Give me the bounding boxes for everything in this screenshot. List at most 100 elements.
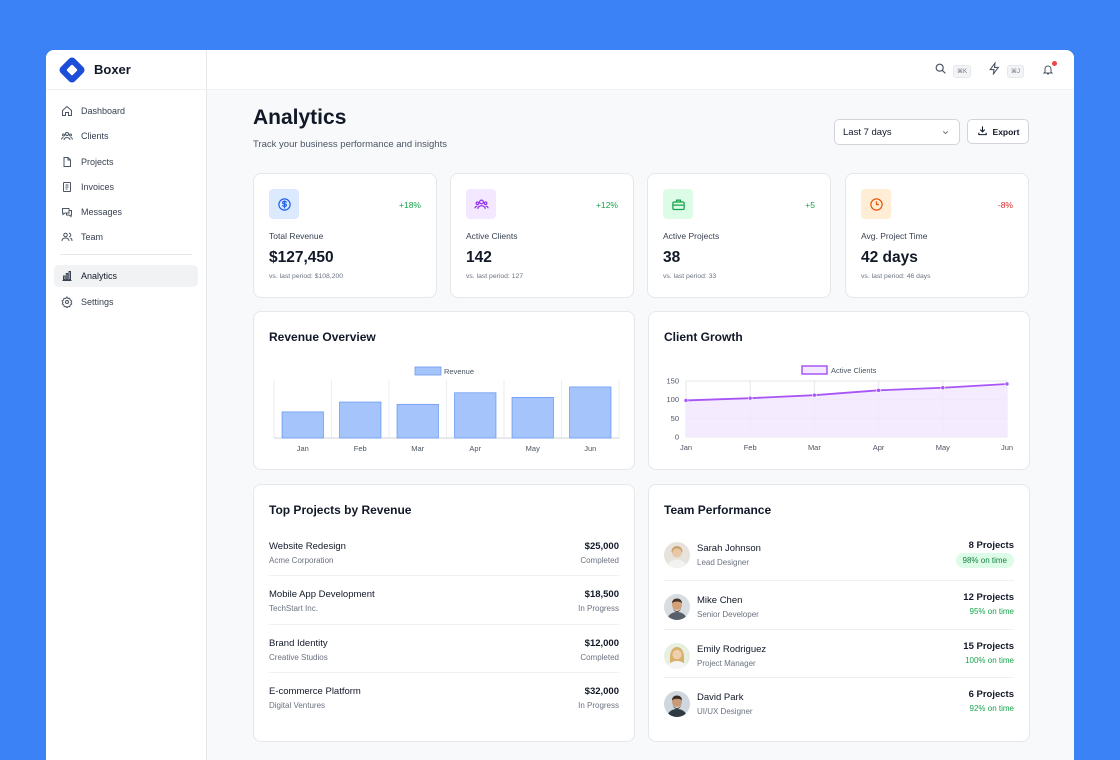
page-title: Analytics xyxy=(253,106,347,129)
legend-label: Revenue xyxy=(444,367,474,376)
sidebar-divider xyxy=(60,254,192,256)
search-button[interactable]: ⌘K xyxy=(934,62,972,80)
project-name: Brand Identity xyxy=(269,638,328,649)
data-point-jun xyxy=(1004,381,1010,387)
project-amount: $18,500 xyxy=(584,589,619,600)
x-tick-label: Mar xyxy=(411,444,424,453)
revenue-chart: Revenue Jan Feb Mar Apr May Jun xyxy=(273,366,620,453)
member-name: Emily Rodriguez xyxy=(697,644,767,655)
bar-mar xyxy=(396,403,439,439)
client-growth-card: Client Growth Active Clients 0 50 100 150 Jan… xyxy=(648,311,1030,470)
x-tick-label: May xyxy=(526,444,540,453)
sidebar-item-invoices[interactable]: Invoices xyxy=(54,176,198,198)
project-row[interactable]: Mobile App Development TechStart Inc. $1… xyxy=(269,587,619,635)
date-range-value: Last 7 days xyxy=(843,126,892,138)
x-tick-label: Jun xyxy=(1001,443,1013,452)
sidebar-item-label: Messages xyxy=(81,207,123,218)
sidebar-item-label: Settings xyxy=(81,296,114,307)
command-button[interactable]: ⌘J xyxy=(988,61,1024,80)
y-tick-label: 100 xyxy=(666,395,679,404)
boxer-logo-icon xyxy=(57,55,87,84)
stat-value: $127,450 xyxy=(269,249,334,266)
date-range-select[interactable]: Last 7 days xyxy=(834,119,960,145)
avatar xyxy=(664,643,690,669)
project-row[interactable]: Website Redesign Acme Corporation $25,00… xyxy=(269,539,619,587)
stat-change: -8% xyxy=(997,200,1013,210)
x-tick-label: Apr xyxy=(873,443,885,452)
topbar: ⌘K ⌘J xyxy=(207,50,1074,90)
stat-card-revenue: +18% Total Revenue $127,450 vs. last per… xyxy=(253,173,437,298)
export-button[interactable]: Export xyxy=(967,119,1029,144)
stat-label: Total Revenue xyxy=(269,231,324,241)
member-projects: 6 Projects xyxy=(968,689,1014,700)
brand[interactable]: Boxer xyxy=(46,50,206,90)
top-projects-card: Top Projects by Revenue Website Redesign… xyxy=(253,484,635,742)
team-member-row[interactable]: David Park UI/UX Designer 6 Projects 92%… xyxy=(664,689,1014,729)
data-point-mar xyxy=(812,392,817,398)
sidebar-item-clients[interactable]: Clients xyxy=(54,125,198,147)
member-role: Senior Developer xyxy=(697,610,759,619)
data-point-feb xyxy=(747,395,753,401)
stat-value: 38 xyxy=(663,249,681,266)
x-tick-label: May xyxy=(936,443,950,452)
y-tick-label: 0 xyxy=(675,433,679,442)
bar-feb xyxy=(339,401,382,439)
x-tick-label: Jun xyxy=(584,444,596,453)
stat-label: Active Clients xyxy=(466,231,518,241)
home-icon xyxy=(60,104,74,118)
bar-jun xyxy=(569,386,612,439)
sidebar-item-projects[interactable]: Projects xyxy=(54,151,198,173)
stat-change: +12% xyxy=(596,200,618,210)
legend-swatch xyxy=(801,365,828,375)
app-window: Boxer Dashboard Clients Projects xyxy=(46,50,1074,760)
invoice-icon xyxy=(60,180,74,194)
sidebar-item-analytics[interactable]: Analytics xyxy=(54,265,198,288)
team-icon xyxy=(60,230,74,244)
x-tick-label: Feb xyxy=(744,443,757,452)
x-tick-label: Mar xyxy=(808,443,821,452)
download-icon xyxy=(977,125,993,138)
team-member-row[interactable]: Emily Rodriguez Project Manager 15 Proje… xyxy=(664,641,1014,681)
sidebar-item-label: Analytics xyxy=(81,271,118,282)
project-name: Mobile App Development xyxy=(269,589,375,600)
users-icon xyxy=(466,189,496,219)
page-subtitle: Track your business performance and insi… xyxy=(253,139,447,150)
project-name: Website Redesign xyxy=(269,541,346,552)
briefcase-icon xyxy=(663,189,693,219)
row-divider xyxy=(664,629,1014,630)
team-member-row[interactable]: Sarah Johnson Lead Designer 8 Projects 9… xyxy=(664,540,1014,580)
sidebar-item-label: Invoices xyxy=(81,181,115,192)
bell-icon xyxy=(1042,61,1057,81)
stat-previous: vs. last period: 33 xyxy=(663,273,717,280)
sidebar-item-dashboard[interactable]: Dashboard xyxy=(54,100,198,122)
notifications-button[interactable] xyxy=(1042,61,1057,81)
member-name: Mike Chen xyxy=(697,595,743,606)
x-tick-label: Apr xyxy=(469,444,481,453)
sidebar-item-label: Team xyxy=(81,232,104,243)
sidebar-item-messages[interactable]: Messages xyxy=(54,201,198,223)
x-tick-label: Jan xyxy=(297,444,309,453)
notification-dot xyxy=(1052,61,1057,66)
stat-label: Avg. Project Time xyxy=(861,231,928,241)
data-point-jan xyxy=(683,398,689,403)
project-row[interactable]: Brand Identity Creative Studios $12,000 … xyxy=(269,636,619,684)
project-amount: $12,000 xyxy=(584,638,619,649)
search-shortcut: ⌘K xyxy=(953,64,972,78)
legend-label: Active Clients xyxy=(831,366,877,375)
dollar-icon xyxy=(269,189,299,219)
sidebar-item-settings[interactable]: Settings xyxy=(54,291,198,313)
y-tick-label: 50 xyxy=(671,414,679,423)
stat-card-projects: +5 Active Projects 38 vs. last period: 3… xyxy=(647,173,831,298)
sidebar-item-label: Clients xyxy=(81,131,109,142)
project-amount: $25,000 xyxy=(584,541,619,552)
project-row[interactable]: E-commerce Platform Digital Ventures $32… xyxy=(269,684,619,732)
sidebar-item-team[interactable]: Team xyxy=(54,226,198,248)
card-title: Top Projects by Revenue xyxy=(269,503,412,517)
project-status: Completed xyxy=(580,653,619,662)
team-member-row[interactable]: Mike Chen Senior Developer 12 Projects 9… xyxy=(664,592,1014,632)
clock-icon xyxy=(861,189,891,219)
project-client: Acme Corporation xyxy=(269,556,334,565)
y-tick-label: 150 xyxy=(666,377,679,386)
card-title: Team Performance xyxy=(664,503,772,517)
member-projects: 8 Projects xyxy=(968,540,1014,551)
